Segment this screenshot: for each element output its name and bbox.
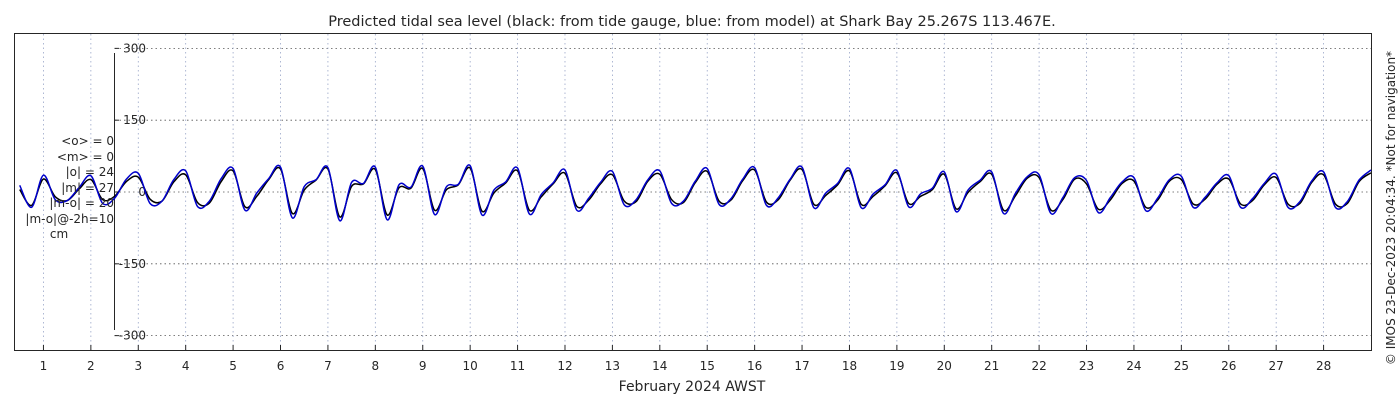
stat-unit: cm bbox=[49, 227, 69, 241]
y-tick-label: 0 bbox=[138, 185, 146, 199]
x-tick-label: 19 bbox=[889, 359, 904, 373]
x-tick-label: 1 bbox=[40, 359, 48, 373]
x-axis-ticks: 1 2 3 4 5 6 7 8 9 10 11 12 13 14 15 16 17 18 19 20 21 22 23 24 2… bbox=[40, 345, 1331, 373]
stat-abs-observed: |o| = 24 bbox=[65, 165, 114, 179]
y-axis-ticks: -300 -150 0 150 300 bbox=[114, 41, 146, 343]
x-tick-label: 3 bbox=[134, 359, 142, 373]
x-tick-label: 6 bbox=[277, 359, 285, 373]
x-tick-label: 17 bbox=[794, 359, 809, 373]
x-tick-label: 8 bbox=[372, 359, 380, 373]
chart-title: Predicted tidal sea level (black: from t… bbox=[328, 14, 1056, 30]
x-tick-label: 21 bbox=[984, 359, 999, 373]
x-axis-label: February 2024 AWST bbox=[619, 379, 766, 395]
copyright-notice: © IMOS 23-Dec-2023 20:04:34. *Not for na… bbox=[1384, 50, 1398, 366]
x-tick-label: 4 bbox=[182, 359, 190, 373]
x-tick-label: 2 bbox=[87, 359, 95, 373]
plot-frame bbox=[14, 33, 1372, 351]
x-tick-label: 15 bbox=[700, 359, 715, 373]
x-tick-label: 27 bbox=[1269, 359, 1284, 373]
y-tick-label: 150 bbox=[123, 113, 146, 127]
x-tick-label: 20 bbox=[937, 359, 952, 373]
stat-abs-difference: |m-o| = 20 bbox=[49, 196, 114, 210]
x-tick-label: 12 bbox=[557, 359, 572, 373]
x-tick-label: 18 bbox=[842, 359, 857, 373]
x-tick-label: 23 bbox=[1079, 359, 1094, 373]
series-line-model bbox=[19, 164, 1372, 222]
stat-abs-model: |m| = 27 bbox=[61, 180, 114, 195]
x-tick-label: 24 bbox=[1126, 359, 1141, 373]
grid-lines bbox=[43, 34, 1371, 350]
x-tick-label: 25 bbox=[1174, 359, 1189, 373]
stat-mean-model: <m> = 0 bbox=[56, 149, 114, 164]
x-tick-label: 7 bbox=[324, 359, 332, 373]
statistics-panel: <o> = 0 <m> = 0 |o| = 24 |m| = 27 |m-o| … bbox=[10, 134, 114, 243]
x-tick-label: 26 bbox=[1221, 359, 1236, 373]
x-tick-label: 28 bbox=[1316, 359, 1331, 373]
x-tick-label: 16 bbox=[747, 359, 762, 373]
y-tick-label: -150 bbox=[119, 257, 146, 271]
stat-mean-observed: <o> = 0 bbox=[61, 134, 114, 148]
x-tick-label: 9 bbox=[419, 359, 427, 373]
x-tick-label: 11 bbox=[510, 359, 525, 373]
x-tick-label: 10 bbox=[463, 359, 478, 373]
series-line-tide-gauge bbox=[19, 166, 1372, 218]
y-tick-label: 300 bbox=[123, 41, 146, 55]
stat-abs-difference-lagged: |m-o|@-2h=10 bbox=[25, 211, 114, 226]
x-tick-label: 14 bbox=[652, 359, 667, 373]
series-lines bbox=[19, 164, 1372, 222]
x-tick-label: 13 bbox=[605, 359, 620, 373]
x-tick-label: 22 bbox=[1031, 359, 1046, 373]
x-tick-label: 5 bbox=[229, 359, 237, 373]
y-tick-label: -300 bbox=[119, 329, 146, 343]
